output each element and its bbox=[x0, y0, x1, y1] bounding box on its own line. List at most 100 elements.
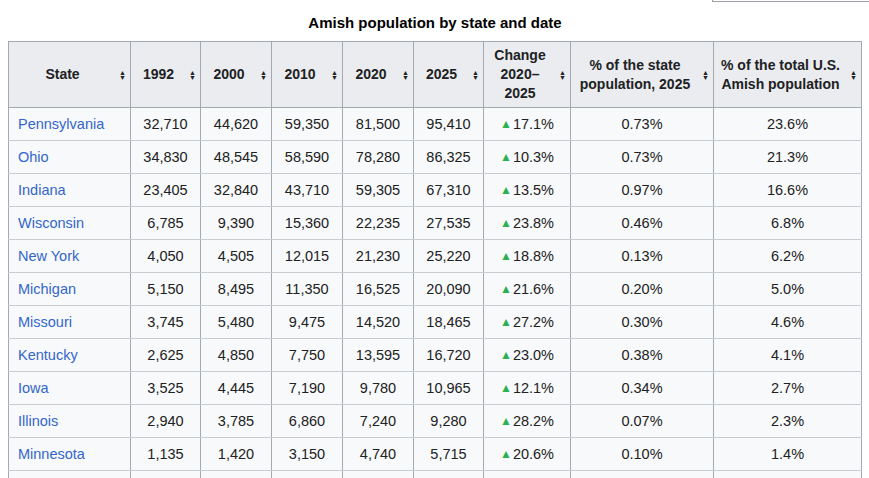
column-header-2010[interactable]: 2010 ▲▼ bbox=[272, 42, 343, 108]
column-header-2025[interactable]: 2025 ▲▼ bbox=[414, 42, 484, 108]
state-link[interactable]: Minnesota bbox=[18, 446, 85, 462]
population-cell-2000: 5,480 bbox=[201, 306, 272, 339]
change-cell: ▲27.2% bbox=[484, 306, 571, 339]
population-cell-2000: 4,505 bbox=[201, 240, 272, 273]
sort-icon[interactable]: ▲▼ bbox=[472, 69, 479, 80]
column-header-label: % of the state bbox=[575, 56, 695, 75]
column-header-label: State bbox=[45, 66, 79, 82]
population-cell-2025: 5,715 bbox=[414, 438, 484, 471]
population-cell-2000: 4,445 bbox=[201, 372, 272, 405]
increase-icon: ▲ bbox=[500, 381, 512, 395]
state-link[interactable]: Illinois bbox=[18, 413, 58, 429]
table-row: Illinois 2,940 3,785 6,860 7,240 9,280 ▲… bbox=[9, 405, 862, 438]
state-pct-cell: 0.10% bbox=[571, 438, 714, 471]
increase-icon: ▲ bbox=[500, 216, 512, 230]
increase-icon: ▲ bbox=[500, 282, 512, 296]
population-cell bbox=[343, 471, 414, 478]
change-value: 20.6% bbox=[513, 446, 554, 462]
state-link[interactable]: Indiana bbox=[18, 182, 66, 198]
change-value: 17.1% bbox=[513, 116, 554, 132]
state-pct-cell: 0.73% bbox=[571, 141, 714, 174]
sort-icon[interactable]: ▲▼ bbox=[850, 69, 857, 80]
us-pct-cell: 1.4% bbox=[714, 438, 862, 471]
state-link[interactable]: Missouri bbox=[18, 314, 72, 330]
population-cell-2025: 20,090 bbox=[414, 273, 484, 306]
sort-icon[interactable]: ▲▼ bbox=[402, 69, 409, 80]
sort-icon[interactable]: ▲▼ bbox=[331, 69, 338, 80]
state-pct-cell: 0.34% bbox=[571, 372, 714, 405]
population-cell-1992: 5,150 bbox=[131, 273, 201, 306]
page: Amish population by state and date State… bbox=[0, 0, 869, 478]
population-cell-2025: 27,535 bbox=[414, 207, 484, 240]
population-cell-2000: 8,495 bbox=[201, 273, 272, 306]
table-row: Minnesota 1,135 1,420 3,150 4,740 5,715 … bbox=[9, 438, 862, 471]
state-link[interactable]: New York bbox=[18, 248, 79, 264]
state-cell: Missouri bbox=[9, 306, 131, 339]
us-pct-cell: 2.7% bbox=[714, 372, 862, 405]
population-cell-2025: 18,465 bbox=[414, 306, 484, 339]
column-header-label: Change bbox=[488, 46, 552, 65]
population-cell bbox=[201, 471, 272, 478]
sort-icon[interactable]: ▲▼ bbox=[702, 69, 709, 80]
sort-icon[interactable]: ▲▼ bbox=[260, 69, 267, 80]
change-cell: ▲23.0% bbox=[484, 339, 571, 372]
column-header-2000[interactable]: 2000 ▲▼ bbox=[201, 42, 272, 108]
change-cell: ▲17.1% bbox=[484, 108, 571, 141]
change-cell: ▲21.6% bbox=[484, 273, 571, 306]
state-link[interactable]: Wisconsin bbox=[18, 215, 84, 231]
state-link[interactable]: Ohio bbox=[18, 149, 49, 165]
column-header-us-pct[interactable]: % of the total U.S. Amish population ▲▼ bbox=[714, 42, 862, 108]
column-header-2020[interactable]: 2020 ▲▼ bbox=[343, 42, 414, 108]
state-cell bbox=[9, 471, 131, 478]
change-cell bbox=[484, 471, 571, 478]
sort-icon[interactable]: ▲▼ bbox=[119, 69, 126, 80]
population-cell-2010: 12,015 bbox=[272, 240, 343, 273]
table-body: Pennsylvania 32,710 44,620 59,350 81,500… bbox=[9, 108, 862, 471]
table-row: Iowa 3,525 4,445 7,190 9,780 10,965 ▲12.… bbox=[9, 372, 862, 405]
population-cell-2000: 44,620 bbox=[201, 108, 272, 141]
state-cell: Pennsylvania bbox=[9, 108, 131, 141]
state-link[interactable]: Michigan bbox=[18, 281, 76, 297]
sort-icon[interactable]: ▲▼ bbox=[559, 69, 566, 80]
population-cell-2020: 22,235 bbox=[343, 207, 414, 240]
population-cell-1992: 34,830 bbox=[131, 141, 201, 174]
us-pct-cell: 16.6% bbox=[714, 174, 862, 207]
column-header-label: % of the total U.S. bbox=[718, 56, 843, 75]
us-pct-cell: 6.8% bbox=[714, 207, 862, 240]
column-header-label: 2000 bbox=[213, 66, 244, 82]
population-cell-2020: 4,740 bbox=[343, 438, 414, 471]
population-cell-2000: 3,785 bbox=[201, 405, 272, 438]
population-cell-2025: 67,310 bbox=[414, 174, 484, 207]
table-row-partial bbox=[9, 471, 862, 478]
column-header-change[interactable]: Change 2020–2025 ▲▼ bbox=[484, 42, 571, 108]
population-cell-2010: 59,350 bbox=[272, 108, 343, 141]
change-value: 21.6% bbox=[513, 281, 554, 297]
column-header-state-pct[interactable]: % of the state population, 2025 ▲▼ bbox=[571, 42, 714, 108]
population-cell-2010: 7,750 bbox=[272, 339, 343, 372]
increase-icon: ▲ bbox=[500, 414, 512, 428]
population-cell-2010: 11,350 bbox=[272, 273, 343, 306]
sort-icon[interactable]: ▲▼ bbox=[189, 69, 196, 80]
column-header-1992[interactable]: 1992 ▲▼ bbox=[131, 42, 201, 108]
change-cell: ▲20.6% bbox=[484, 438, 571, 471]
population-cell-1992: 6,785 bbox=[131, 207, 201, 240]
population-cell bbox=[272, 471, 343, 478]
change-value: 23.0% bbox=[513, 347, 554, 363]
state-pct-cell: 0.13% bbox=[571, 240, 714, 273]
state-link[interactable]: Kentucky bbox=[18, 347, 78, 363]
state-cell: Indiana bbox=[9, 174, 131, 207]
table-caption: Amish population by state and date bbox=[8, 14, 862, 41]
population-cell-2020: 81,500 bbox=[343, 108, 414, 141]
table-body-overflow bbox=[9, 471, 862, 478]
us-pct-cell bbox=[714, 471, 862, 478]
column-header-state[interactable]: State ▲▼ bbox=[9, 42, 131, 108]
population-cell-1992: 23,405 bbox=[131, 174, 201, 207]
state-link[interactable]: Iowa bbox=[18, 380, 49, 396]
us-pct-cell: 6.2% bbox=[714, 240, 862, 273]
population-cell-2010: 43,710 bbox=[272, 174, 343, 207]
population-cell-1992: 4,050 bbox=[131, 240, 201, 273]
population-cell-2025: 25,220 bbox=[414, 240, 484, 273]
state-link[interactable]: Pennsylvania bbox=[18, 116, 104, 132]
column-header-label: 2010 bbox=[284, 66, 315, 82]
increase-icon: ▲ bbox=[500, 315, 512, 329]
